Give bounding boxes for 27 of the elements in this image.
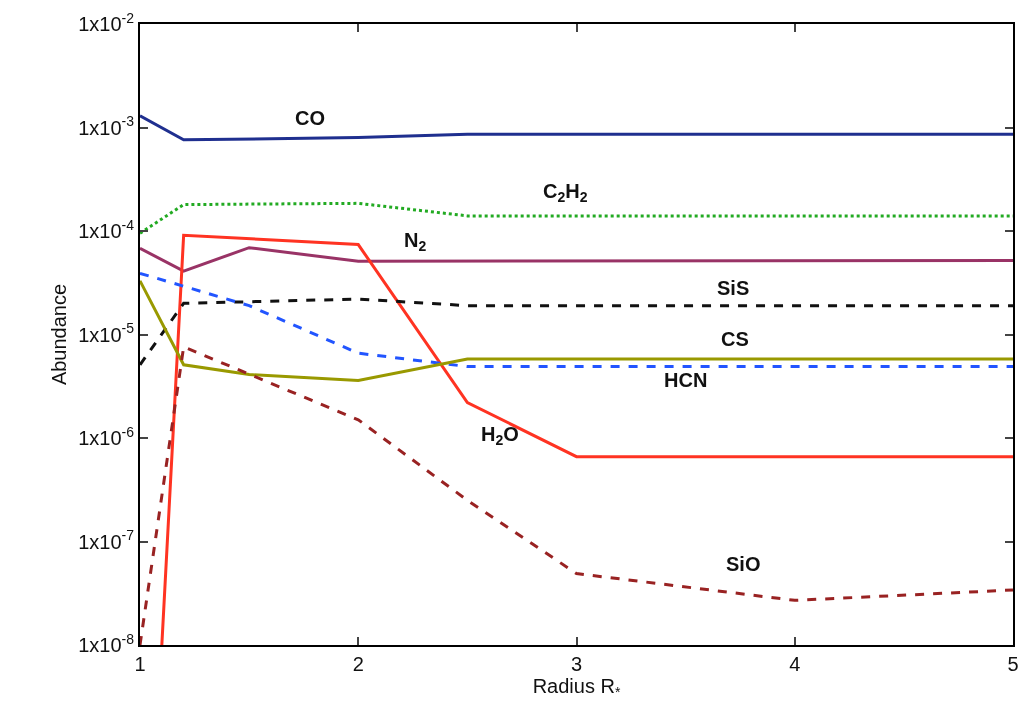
y-tick-label: 1x10$^{-3}$ xyxy=(78,113,135,139)
y-tick-label: 1x10$^{-6}$ xyxy=(78,423,135,449)
line-series xyxy=(160,233,1013,645)
annotation: HCN xyxy=(664,369,708,391)
line-series xyxy=(140,201,1013,235)
line-series xyxy=(140,297,1013,367)
x-tick-label: 3 xyxy=(570,653,583,675)
annotation: CO xyxy=(295,107,325,129)
y-tick-label: 1x10$^{-7}$ xyxy=(78,527,135,553)
annotation: CS xyxy=(721,328,749,350)
y-tick-label: 1x10$^{-4}$ xyxy=(78,216,135,242)
y-axis-title: Abundance xyxy=(48,283,71,386)
y-tick-label: 1x10$^{-2}$ xyxy=(78,9,135,35)
x-tick-label: 4 xyxy=(789,653,801,675)
x-tick-label: 5 xyxy=(1007,653,1019,675)
line-series xyxy=(140,345,1013,645)
annotation: H$_{2}$O xyxy=(481,423,519,449)
annotation: SiS xyxy=(717,277,750,299)
x-tick-label: 1 xyxy=(134,653,146,675)
x-tick-label: 2 xyxy=(352,653,364,675)
annotation: N$_{2}$ xyxy=(404,229,427,255)
x-axis-title: Radius R$_{*}$ xyxy=(532,675,621,701)
y-tick-label: 1x10$^{-5}$ xyxy=(78,320,135,346)
annotation: C$_{2}$H$_{2}$ xyxy=(543,180,588,206)
annotation: SiO xyxy=(726,553,761,575)
y-tick-label: 1x10$^{-8}$ xyxy=(78,630,135,656)
line-series xyxy=(140,271,1013,369)
